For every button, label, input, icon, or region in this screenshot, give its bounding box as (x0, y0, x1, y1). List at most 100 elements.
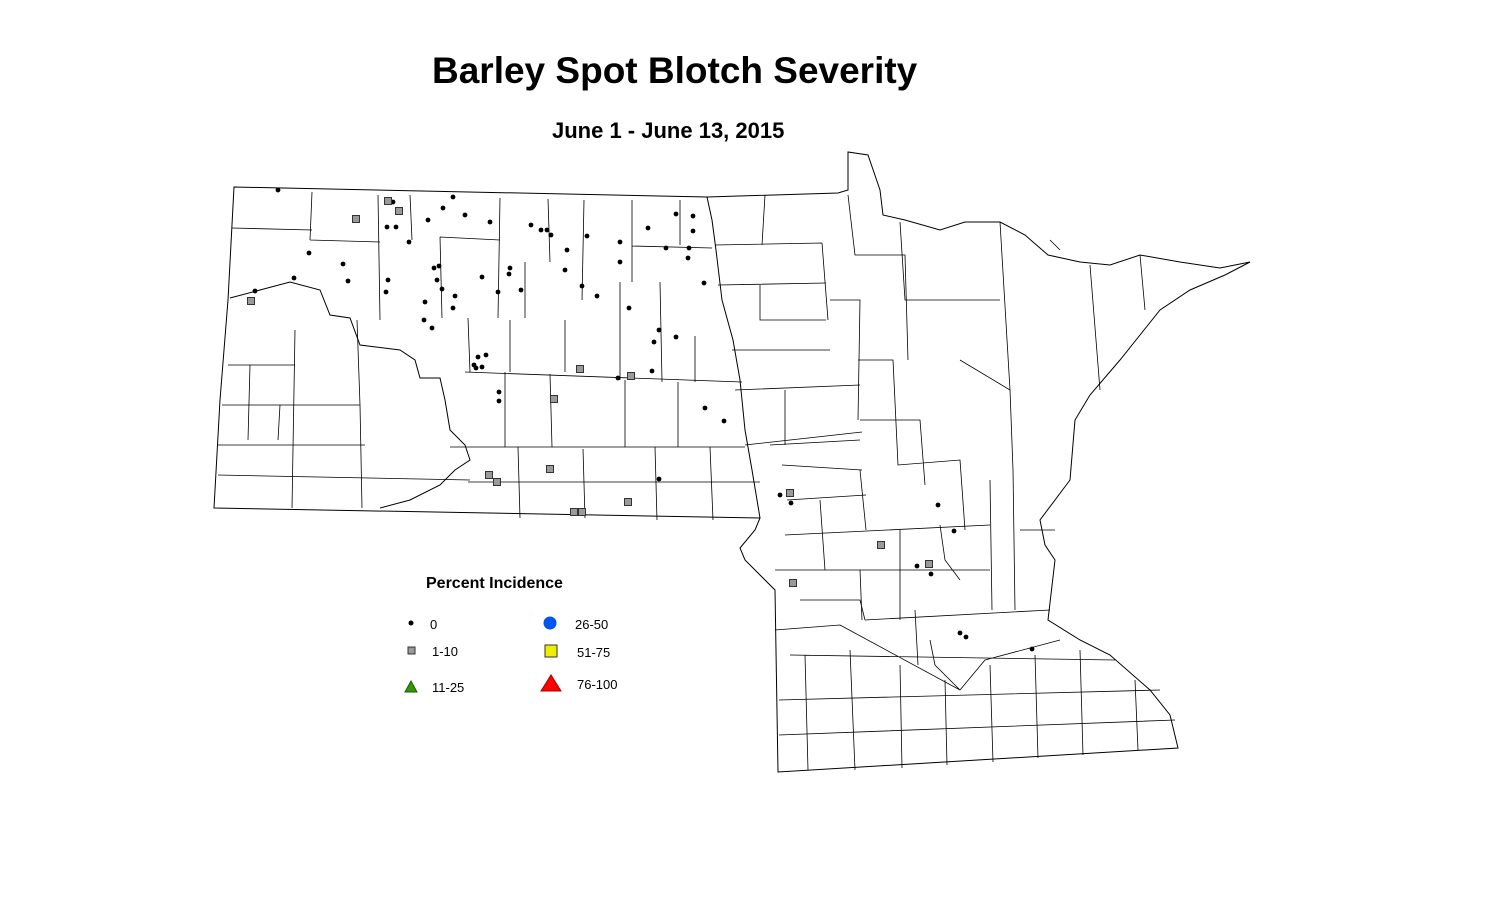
site-marker-0 (538, 227, 544, 233)
legend-label-76-100: 76-100 (577, 677, 618, 692)
site-markers (247, 187, 1035, 652)
legend-label-11-25: 11-25 (432, 680, 465, 695)
site-marker-0 (306, 250, 312, 256)
site-marker-0 (496, 389, 502, 395)
site-marker-0 (479, 364, 485, 370)
county-lines-nd (217, 191, 760, 521)
missouri-river (229, 281, 471, 509)
site-marker-0 (421, 317, 427, 323)
legend-symbols (404, 616, 562, 693)
site-marker-1-10 (576, 365, 584, 373)
site-marker-0 (777, 492, 783, 498)
site-marker-0 (656, 476, 662, 482)
site-marker-1-10 (624, 498, 632, 506)
site-marker-0 (439, 286, 445, 292)
legend-symbol-1-10 (407, 646, 416, 655)
site-marker-0 (528, 222, 534, 228)
site-marker-0 (440, 205, 446, 211)
site-marker-0 (436, 263, 442, 269)
site-marker-0 (406, 239, 412, 245)
site-marker-0 (673, 211, 679, 217)
legend-symbol-26-50 (543, 616, 557, 630)
map-subtitle: June 1 - June 13, 2015 (552, 118, 785, 143)
site-marker-0 (690, 228, 696, 234)
site-marker-0 (385, 277, 391, 283)
site-marker-0 (548, 232, 554, 238)
site-marker-1-10 (877, 541, 885, 549)
site-marker-0 (450, 194, 456, 200)
site-marker-0 (383, 289, 389, 295)
site-marker-0 (651, 339, 657, 345)
site-marker-1-10 (789, 579, 797, 587)
site-marker-1-10 (493, 478, 501, 486)
site-marker-1-10 (352, 215, 360, 223)
site-marker-0 (507, 265, 513, 271)
site-marker-0 (1029, 646, 1035, 652)
legend-symbol-51-75 (544, 644, 558, 658)
site-marker-0 (686, 245, 692, 251)
legend-label-1-10: 1-10 (432, 644, 459, 659)
legend-symbol-76-100 (540, 674, 562, 692)
site-marker-0 (275, 187, 281, 193)
site-marker-0 (663, 245, 669, 251)
site-marker-0 (584, 233, 590, 239)
legend-symbol-11-25 (404, 679, 418, 693)
site-marker-0 (434, 277, 440, 283)
legend-label-26-50: 26-50 (575, 617, 609, 632)
site-marker-0 (518, 287, 524, 293)
site-marker-0 (473, 365, 479, 371)
legend-symbol-0 (408, 620, 414, 626)
site-marker-0 (579, 283, 585, 289)
site-marker-0 (649, 368, 655, 374)
site-marker-0 (475, 354, 481, 360)
site-marker-0 (462, 212, 468, 218)
site-marker-0 (963, 634, 969, 640)
site-marker-0 (425, 217, 431, 223)
site-marker-0 (562, 267, 568, 273)
legend-label-51-75: 51-75 (577, 645, 611, 660)
site-marker-0 (673, 334, 679, 340)
site-marker-0 (617, 239, 623, 245)
map-title: Barley Spot Blotch Severity (432, 50, 918, 91)
site-marker-0 (345, 278, 351, 284)
site-marker-0 (479, 274, 485, 280)
site-marker-0 (291, 275, 297, 281)
site-marker-0 (656, 327, 662, 333)
site-marker-0 (483, 352, 489, 358)
site-marker-1-10 (786, 489, 794, 497)
site-marker-0 (450, 305, 456, 311)
site-marker-0 (615, 375, 621, 381)
site-marker-0 (384, 224, 390, 230)
site-marker-0 (487, 219, 493, 225)
site-marker-0 (496, 398, 502, 404)
site-marker-1-10 (627, 372, 635, 380)
site-marker-0 (685, 255, 691, 261)
site-marker-0 (626, 305, 632, 311)
site-marker-0 (788, 500, 794, 506)
site-marker-0 (957, 630, 963, 636)
site-marker-0 (544, 227, 550, 233)
site-marker-0 (252, 288, 258, 294)
site-marker-0 (393, 224, 399, 230)
legend-title: Percent Incidence (426, 575, 563, 592)
legend-label-0: 0 (430, 617, 438, 632)
site-marker-0 (690, 213, 696, 219)
site-marker-0 (928, 571, 934, 577)
site-marker-0 (495, 289, 501, 295)
site-marker-0 (702, 405, 708, 411)
site-marker-1-10 (395, 207, 403, 215)
site-marker-0 (452, 293, 458, 299)
site-marker-0 (645, 225, 651, 231)
site-marker-1-10 (485, 471, 493, 479)
state-north-dakota (213, 186, 761, 519)
site-marker-0 (617, 259, 623, 265)
site-marker-0 (914, 563, 920, 569)
site-marker-0 (594, 293, 600, 299)
site-marker-0 (701, 280, 707, 286)
site-marker-1-10 (550, 395, 558, 403)
site-marker-0 (431, 265, 437, 271)
site-marker-1-10 (384, 197, 392, 205)
site-marker-0 (564, 247, 570, 253)
site-marker-0 (429, 325, 435, 331)
site-marker-1-10 (546, 465, 554, 473)
